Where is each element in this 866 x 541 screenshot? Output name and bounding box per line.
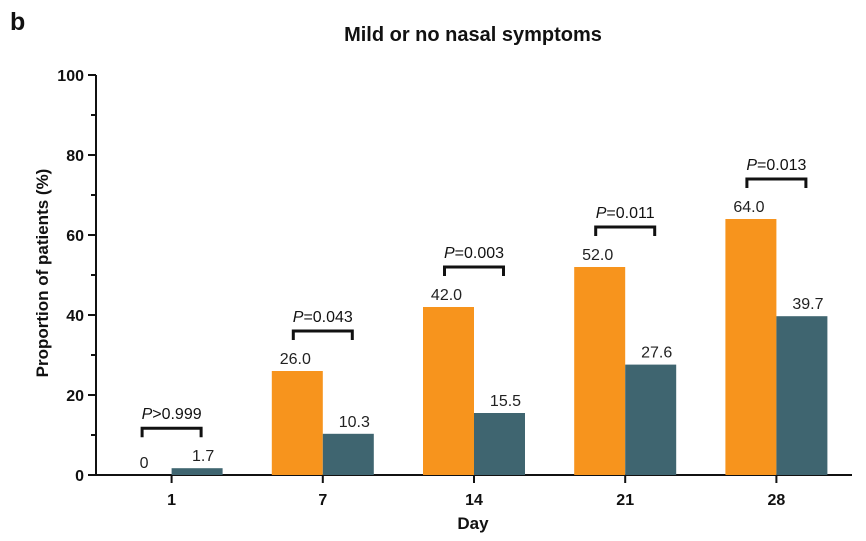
significance-bracket [140,426,203,438]
p-value-label: P=0.013 [746,157,806,174]
bar-group-b [474,413,525,475]
bar-group-a [725,219,777,475]
y-tick-label: 80 [66,148,84,165]
bar-group-b [322,433,374,475]
data-label: 42.0 [431,287,462,304]
data-label: 64.0 [733,199,764,216]
data-label: 10.3 [339,414,370,431]
x-tick-label: 7 [318,492,327,509]
data-label: 0 [140,455,149,472]
x-axis-label: Day [457,514,489,533]
data-label: 26.0 [280,351,311,368]
y-tick-label: 60 [66,228,84,245]
y-tick-label: 20 [66,388,84,405]
p-value-label: P=0.011 [596,205,655,222]
y-tick-label: 40 [66,308,84,325]
data-label: 15.5 [490,393,521,410]
significance-bracket [745,177,808,188]
bar-group-a [423,307,474,475]
significance-bracket [443,265,505,276]
chart-title: Mild or no nasal symptoms [344,24,602,46]
data-label: 39.7 [792,296,823,313]
bar-group-a [271,371,323,475]
x-tick-label: 14 [465,492,483,509]
bar-group-b [171,468,223,475]
data-label: 1.7 [192,448,214,465]
bar-group-b [776,316,828,475]
significance-bracket [291,329,354,340]
significance-bracket [594,225,657,236]
y-tick-label: 100 [57,68,84,85]
p-value-label: P>0.999 [142,406,202,423]
x-tick-label: 28 [768,492,786,509]
y-tick-label: 0 [75,468,84,485]
data-label: 27.6 [641,345,672,362]
bar-group-b [625,364,677,475]
bar-group-a [574,267,626,475]
p-value-label: P=0.003 [444,245,504,262]
p-value-label: P=0.043 [293,309,353,326]
panel-label: b [10,8,26,36]
x-tick-label: 1 [167,492,176,509]
x-tick-label: 21 [616,492,634,509]
data-label: 52.0 [582,247,613,264]
